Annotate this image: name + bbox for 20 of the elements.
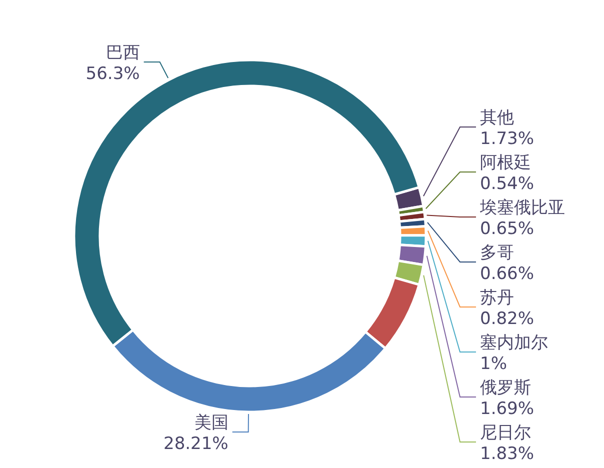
slice-label: 尼日尔: [480, 423, 531, 443]
data-label: 0.66%: [480, 264, 534, 284]
data-label: 0.82%: [480, 309, 534, 329]
slice-label: 其他: [480, 108, 514, 128]
data-label: 0.65%: [480, 219, 534, 239]
slice-label: 多哥: [480, 243, 514, 263]
data-label: 1.83%: [480, 444, 534, 464]
slice-label: 塞内加尔: [480, 333, 548, 353]
data-label: 56.3%: [86, 64, 140, 84]
slice-label: 美国: [194, 412, 228, 433]
data-label: 0.54%: [480, 174, 534, 194]
data-label: 1.73%: [480, 129, 534, 149]
slice-label: 苏丹: [480, 288, 514, 308]
data-label: 28.21%: [164, 434, 228, 454]
slice-label: 俄罗斯: [480, 378, 531, 398]
data-label: 1%: [480, 354, 507, 374]
data-label: 1.69%: [480, 399, 534, 419]
slice-label: 巴西: [106, 42, 140, 63]
slice-label: 阿根廷: [480, 153, 531, 173]
slice-label: 埃塞俄比亚: [479, 198, 565, 218]
